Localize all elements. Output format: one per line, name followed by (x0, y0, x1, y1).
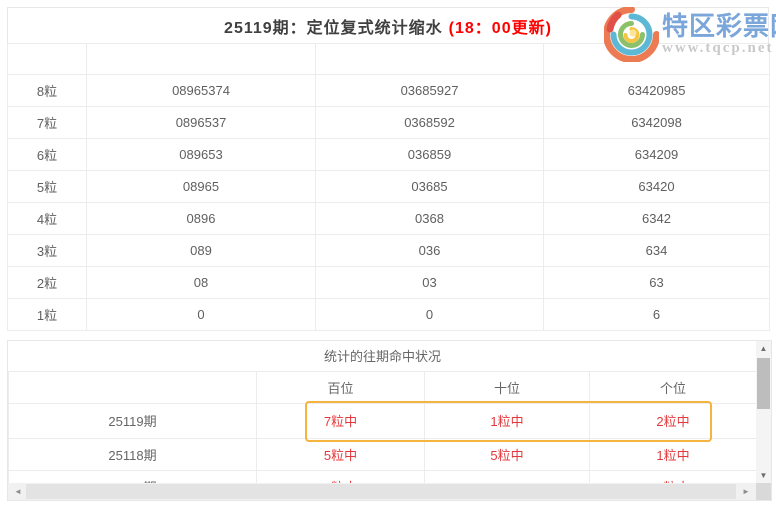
row-label: 3粒 (7, 234, 87, 267)
hundreds-value: 0 (86, 298, 316, 331)
vertical-scrollbar[interactable]: ▲ ▼ (756, 341, 771, 484)
scrollbar-corner (756, 483, 771, 500)
column-header-tens: 十位 (424, 370, 590, 404)
tens-value: 0368592 (315, 106, 544, 139)
hundreds-hit: 2粒中 (256, 469, 425, 484)
header-cell-empty (86, 43, 316, 75)
row-label: 5粒 (7, 170, 87, 203)
row-label: 6粒 (7, 138, 87, 171)
tens-value: 0 (315, 298, 544, 331)
history-hits-table: 统计的往期命中状况 百位 十位 个位 25119期 7粒中 1粒中 2粒中 25… (8, 341, 756, 484)
history-table-title: 统计的往期命中状况 (8, 341, 756, 372)
header-cell-empty (8, 370, 257, 404)
period-label: 25117期 (8, 469, 257, 484)
page-title: 25119期：定位复式统计缩水 (224, 19, 443, 37)
tens-value: 0368 (315, 202, 544, 235)
hundreds-value: 08 (86, 266, 316, 299)
units-value: 6342098 (543, 106, 770, 139)
hundreds-value: 089653 (86, 138, 316, 171)
hundreds-hit: 7粒中 (256, 402, 425, 439)
tens-hit (424, 469, 590, 484)
units-value: 6342 (543, 202, 770, 235)
hundreds-value: 08965374 (86, 74, 316, 107)
units-value: 63 (543, 266, 770, 299)
units-hit: 2粒中 (588, 402, 756, 439)
header-cell-empty (543, 43, 770, 75)
tens-value: 036859 (315, 138, 544, 171)
history-header-row: 百位 十位 个位 (8, 370, 756, 404)
tens-value: 03 (315, 266, 544, 299)
header-cell-empty (7, 43, 87, 75)
history-row-25117: 25117期 2粒中 6粒中 (8, 469, 756, 484)
history-scroll-viewport: 统计的往期命中状况 百位 十位 个位 25119期 7粒中 1粒中 2粒中 25… (8, 341, 756, 484)
tens-hit: 5粒中 (424, 437, 590, 471)
row-label: 4粒 (7, 202, 87, 235)
table-row: 1粒 0 0 6 (7, 298, 770, 331)
horizontal-scrollbar-thumb[interactable] (26, 484, 736, 499)
tens-value: 03685927 (315, 74, 544, 107)
units-value: 634 (543, 234, 770, 267)
header-cell-empty (315, 43, 544, 75)
hundreds-value: 0896 (86, 202, 316, 235)
scroll-right-icon[interactable]: ► (742, 487, 750, 496)
table-row: 5粒 08965 03685 63420 (7, 170, 770, 203)
table-row: 4粒 0896 0368 6342 (7, 202, 770, 235)
period-label: 25118期 (8, 437, 257, 471)
hundreds-hit: 5粒中 (256, 437, 425, 471)
horizontal-scrollbar[interactable]: ◄ ► (8, 483, 756, 500)
hundreds-value: 0896537 (86, 106, 316, 139)
history-row-25118: 25118期 5粒中 5粒中 1粒中 (8, 437, 756, 471)
tens-value: 036 (315, 234, 544, 267)
page-title-bar: 25119期：定位复式统计缩水 (18：00更新) (7, 7, 769, 44)
history-hits-panel: 统计的往期命中状况 百位 十位 个位 25119期 7粒中 1粒中 2粒中 25… (7, 340, 772, 501)
units-value: 63420985 (543, 74, 770, 107)
shrink-stats-table: 8粒 08965374 03685927 63420985 7粒 0896537… (7, 43, 770, 331)
units-value: 634209 (543, 138, 770, 171)
scroll-left-icon[interactable]: ◄ (14, 487, 22, 496)
period-label: 25119期 (8, 402, 257, 439)
row-label: 2粒 (7, 266, 87, 299)
row-label: 1粒 (7, 298, 87, 331)
table-row: 2粒 08 03 63 (7, 266, 770, 299)
units-hit: 1粒中 (588, 437, 756, 471)
history-title-row: 统计的往期命中状况 (8, 341, 756, 372)
vertical-scrollbar-thumb[interactable] (757, 358, 770, 409)
table-header-row (7, 43, 770, 75)
row-label: 8粒 (7, 74, 87, 107)
scroll-down-icon[interactable]: ▼ (759, 471, 768, 480)
table-row: 8粒 08965374 03685927 63420985 (7, 74, 770, 107)
table-row: 6粒 089653 036859 634209 (7, 138, 770, 171)
history-row-25119: 25119期 7粒中 1粒中 2粒中 (8, 402, 756, 439)
units-value: 6 (543, 298, 770, 331)
table-row: 3粒 089 036 634 (7, 234, 770, 267)
units-value: 63420 (543, 170, 770, 203)
row-label: 7粒 (7, 106, 87, 139)
tens-value: 03685 (315, 170, 544, 203)
tens-hit: 1粒中 (424, 402, 590, 439)
column-header-hundreds: 百位 (256, 370, 425, 404)
column-header-units: 个位 (588, 370, 756, 404)
table-row: 7粒 0896537 0368592 6342098 (7, 106, 770, 139)
units-hit: 6粒中 (588, 469, 756, 484)
update-time-label: (18：00更新) (448, 19, 552, 37)
scroll-up-icon[interactable]: ▲ (759, 344, 768, 353)
hundreds-value: 08965 (86, 170, 316, 203)
hundreds-value: 089 (86, 234, 316, 267)
